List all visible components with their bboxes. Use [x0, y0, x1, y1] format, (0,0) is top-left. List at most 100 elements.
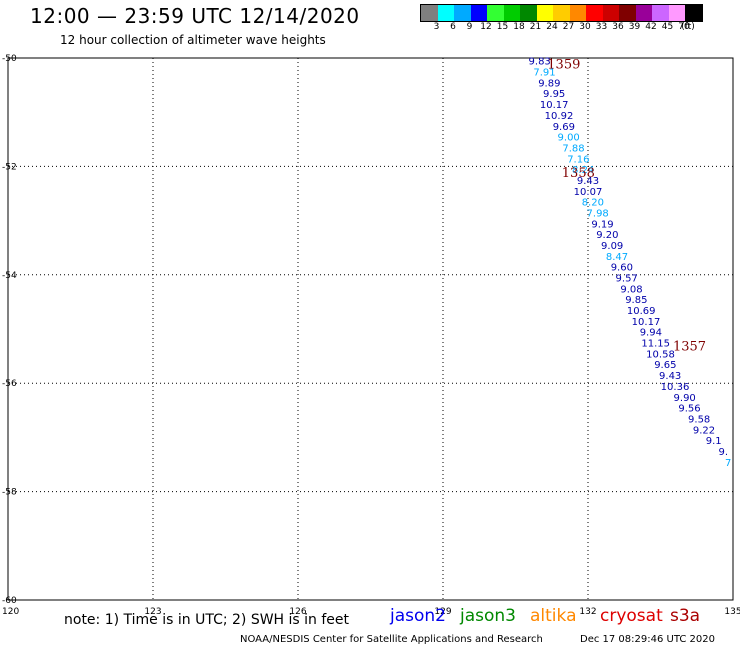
swh-value: 9.56 — [678, 404, 700, 415]
legend-swatch — [586, 5, 603, 21]
swh-value: 9.90 — [674, 393, 696, 404]
x-tick-label: 126 — [289, 607, 306, 617]
swh-value: 7 — [725, 458, 731, 469]
pass-number-label: 1358 — [562, 166, 595, 181]
y-tick-label: -58 — [2, 488, 17, 498]
legend-swatch — [685, 5, 702, 21]
legend-swatch — [652, 5, 669, 21]
legend-label: 27 — [562, 22, 575, 32]
page-title: 12:00 — 23:59 UTC 12/14/2020 — [30, 4, 360, 28]
swh-value: 9. — [719, 447, 729, 458]
swh-value: 8.47 — [606, 252, 628, 263]
swh-value: 9.22 — [693, 425, 715, 436]
swh-value: 9.83 — [529, 57, 551, 68]
swh-value: 9.20 — [596, 230, 618, 241]
legend-label: 39 — [628, 22, 641, 32]
swh-value: 10.36 — [661, 382, 690, 393]
x-tick-label: 132 — [579, 607, 596, 617]
pass-number-label: 1359 — [547, 57, 580, 72]
color-legend — [420, 4, 703, 22]
satellite-s3a: s3a — [670, 606, 701, 626]
swh-value: 9.65 — [654, 360, 676, 371]
legend-label: 12 — [480, 22, 492, 32]
swh-value: 10.07 — [574, 187, 603, 198]
swh-value: 11.15 — [641, 339, 670, 350]
legend-label: 30 — [579, 22, 591, 32]
legend-label: 18 — [513, 22, 525, 32]
swh-value: 9.95 — [543, 89, 565, 100]
swh-value: 9.58 — [688, 414, 710, 425]
legend-swatch — [487, 5, 504, 21]
swh-value: 7.91 — [533, 68, 555, 79]
legend-label: 70 — [678, 22, 690, 32]
pass-number-label: 1357 — [673, 339, 706, 354]
swh-value: 9.08 — [620, 284, 642, 295]
swh-value: 9.57 — [616, 274, 638, 285]
swh-value: 9.43 — [659, 371, 681, 382]
y-tick-label: -50 — [2, 54, 17, 64]
legend-label: 42 — [645, 22, 657, 32]
legend-swatch — [520, 5, 537, 21]
y-tick-label: -60 — [2, 596, 17, 606]
page-subtitle: 12 hour collection of altimeter wave hei… — [60, 33, 326, 47]
x-tick-label: 123 — [144, 607, 161, 617]
swh-value: 9.19 — [591, 219, 613, 230]
legend-swatch — [602, 5, 619, 21]
swh-value: 10.58 — [646, 349, 675, 360]
credit-line: NOAA/NESDIS Center for Satellite Applica… — [240, 634, 543, 645]
swh-value: 8.24 — [572, 165, 594, 176]
y-tick-label: -56 — [2, 379, 17, 389]
swh-value: 8.20 — [582, 198, 604, 209]
legend-swatch — [470, 5, 487, 21]
legend-swatch — [619, 5, 636, 21]
swh-value: 9.1 — [706, 436, 722, 447]
x-tick-label: 129 — [434, 607, 451, 617]
legend-label: 9 — [466, 22, 473, 32]
swh-value: 7.16 — [567, 154, 589, 165]
swh-value: 9.60 — [611, 263, 633, 274]
legend-label: 24 — [546, 22, 558, 32]
swh-value: 7.88 — [562, 143, 584, 154]
swh-value: 10.69 — [627, 306, 656, 317]
legend-label: 15 — [496, 22, 509, 32]
swh-value: 9.94 — [640, 328, 662, 339]
legend-label: 45 — [661, 22, 674, 32]
legend-swatch — [635, 5, 652, 21]
swh-value: 10.92 — [545, 111, 574, 122]
swh-value: 9.43 — [577, 176, 599, 187]
y-tick-label: -52 — [2, 162, 17, 172]
legend-label: 3 — [433, 22, 440, 32]
footer-note: note: 1) Time is in UTC; 2) SWH is in fe… — [64, 612, 350, 628]
color-legend-labels: 3 6 9 12 15 18 21 24 27 30 33 36 39 42 45 70 (ft) — [420, 22, 740, 34]
y-tick-label: -54 — [2, 271, 17, 281]
legend-swatch — [569, 5, 586, 21]
swh-value: 10.17 — [540, 100, 569, 111]
legend-swatch — [454, 5, 471, 21]
swh-value: 7.98 — [587, 208, 609, 219]
legend-swatch — [437, 5, 454, 21]
generated-timestamp: Dec 17 08:29:46 UTC 2020 — [580, 634, 715, 645]
x-tick-label: 135 — [724, 607, 740, 617]
satellite-jason3: jason3 — [460, 606, 516, 626]
plot-frame — [7, 57, 734, 601]
legend-swatch — [503, 5, 520, 21]
satellite-cryosat: cryosat — [600, 606, 663, 626]
swh-value: 9.89 — [538, 78, 560, 89]
satellite-altika: altika — [530, 606, 577, 626]
legend-label: 6 — [450, 22, 456, 32]
swh-value: 10.17 — [632, 317, 661, 328]
legend-swatch — [536, 5, 553, 21]
legend-swatch — [553, 5, 570, 21]
swh-value: 9.00 — [558, 133, 580, 144]
x-tick-label: 120 — [2, 607, 19, 617]
legend-swatch — [421, 5, 438, 21]
swh-value: 9.69 — [553, 122, 575, 133]
legend-label: (ft) — [681, 22, 695, 32]
satellite-jason2: jason2 — [390, 606, 446, 626]
legend-label: 21 — [529, 22, 542, 32]
swh-value: 9.09 — [601, 241, 623, 252]
swh-value: 9.85 — [625, 295, 647, 306]
legend-label: 36 — [612, 22, 624, 32]
legend-swatch — [668, 5, 685, 21]
